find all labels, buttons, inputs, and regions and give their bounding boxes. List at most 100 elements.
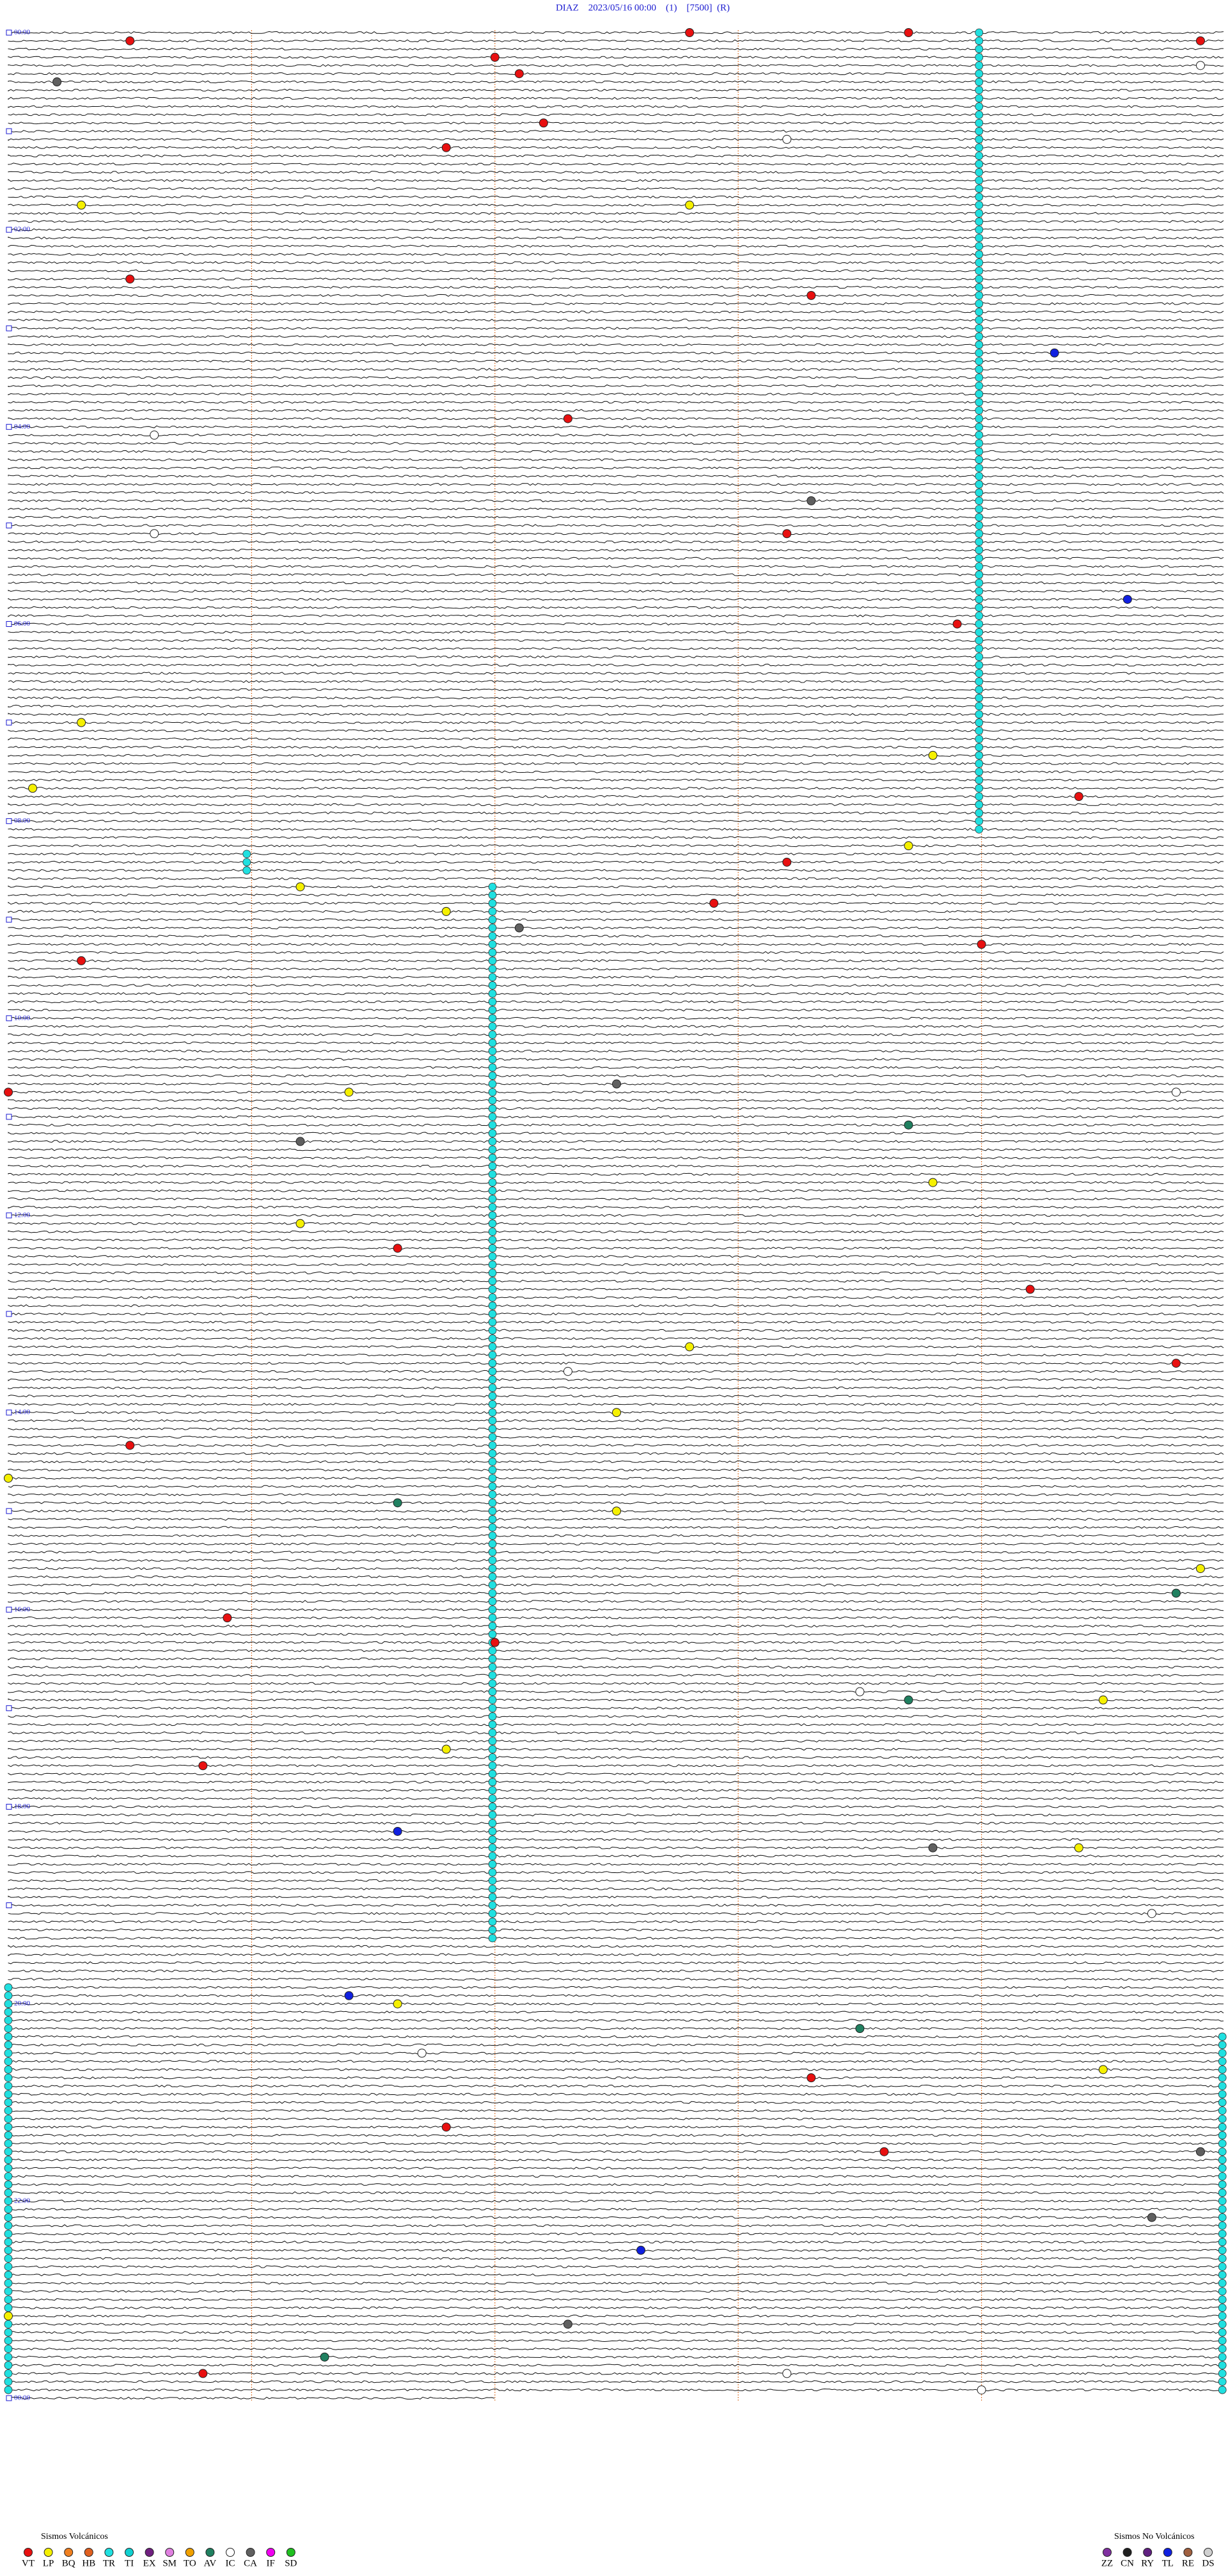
tremor-marker [488, 1761, 497, 1770]
trace [8, 1690, 1224, 1693]
trace [8, 631, 1224, 634]
event-marker [612, 1506, 621, 1516]
half-marker [6, 325, 12, 331]
trace [8, 253, 1224, 256]
tremor-marker [975, 751, 984, 760]
trace [8, 1173, 1224, 1176]
trace [8, 2068, 1224, 2071]
tremor-marker [1218, 2377, 1227, 2386]
trace [8, 269, 1224, 273]
event-marker [563, 1366, 572, 1376]
trace [8, 844, 1224, 848]
trace [8, 877, 1224, 880]
trace [8, 1682, 1224, 1686]
trace [8, 2174, 1224, 2178]
trace [8, 1600, 1224, 1603]
hour-label: 22:00 [14, 2197, 31, 2204]
trace [8, 178, 1224, 182]
trace [8, 540, 1224, 544]
event-marker [685, 1342, 695, 1352]
tremor-marker [488, 1925, 497, 1934]
tremor-marker [488, 1014, 497, 1023]
trace [8, 1329, 1224, 1332]
tremor-marker [975, 644, 984, 653]
trace [8, 1000, 1224, 1004]
tremor-marker [975, 250, 984, 259]
trace [8, 573, 1224, 576]
legend-label: SD [285, 2558, 297, 2568]
legend-label: RE [1182, 2558, 1194, 2568]
tremor-marker [488, 1893, 497, 1902]
tremor-marker [488, 1613, 497, 1622]
event-marker [1195, 36, 1205, 45]
trace [8, 154, 1224, 157]
tremor-marker [975, 809, 984, 818]
tremor-marker [4, 2319, 13, 2328]
tremor-marker [975, 652, 984, 661]
hour-label: 18:00 [14, 1803, 31, 1810]
hour-marker [6, 818, 12, 825]
trace [8, 721, 1224, 724]
tremor-marker [488, 924, 497, 932]
trace [8, 1986, 1224, 1989]
event-marker [490, 52, 500, 62]
trace [8, 1871, 1224, 1874]
tremor-marker [4, 2156, 13, 2164]
tremor-marker [975, 562, 984, 571]
event-marker [563, 414, 572, 423]
tremor-marker [488, 973, 497, 981]
trace [8, 1928, 1224, 1932]
trace [8, 409, 1224, 412]
trace [8, 1156, 1224, 1160]
tremor-marker [4, 2000, 13, 2009]
hour-label: 04:00 [14, 423, 31, 431]
legend-label: IC [226, 2558, 235, 2568]
tremor-marker [488, 1211, 497, 1220]
trace [8, 696, 1224, 700]
tremor-marker [4, 2328, 13, 2337]
tremor-marker [488, 1408, 497, 1417]
trace [8, 2076, 1224, 2080]
legend-label: LP [43, 2558, 54, 2568]
tremor-marker [975, 612, 984, 620]
legend-label: TI [125, 2558, 134, 2568]
tremor-marker [488, 948, 497, 957]
event-marker [77, 200, 86, 210]
tremor-marker [1218, 2147, 1227, 2156]
tremor-marker [488, 1309, 497, 1318]
legend-label: IF [267, 2558, 275, 2568]
event-marker [782, 529, 792, 539]
trace [8, 2002, 1224, 2005]
event-marker [904, 28, 913, 37]
trace [8, 1050, 1224, 1053]
tremor-marker [975, 233, 984, 242]
tremor-marker [975, 415, 984, 423]
trace [8, 2208, 1224, 2211]
legend-title: Sismos No Volcánicos [1114, 2532, 1195, 2541]
event-marker [612, 1079, 621, 1089]
event-marker [1171, 1588, 1181, 1598]
trace [8, 236, 1224, 240]
tremor-marker [1218, 2122, 1227, 2131]
tremor-marker [975, 455, 984, 464]
tremor-marker [975, 710, 984, 719]
event-marker [198, 1761, 208, 1771]
trace [8, 918, 1224, 921]
tremor-marker [488, 1490, 497, 1499]
tremor-marker [4, 2098, 13, 2107]
tremor-marker [488, 1285, 497, 1293]
event-marker [879, 2147, 889, 2156]
tremor-marker [975, 390, 984, 399]
trace [8, 532, 1224, 535]
half-marker [6, 522, 12, 528]
event-marker [1098, 2065, 1108, 2074]
event-marker [928, 750, 938, 760]
tremor-marker [488, 1219, 497, 1228]
tremor-marker [975, 661, 984, 670]
legend-label: TL [1162, 2558, 1174, 2568]
tremor-marker [975, 759, 984, 768]
trace [8, 1977, 1224, 1981]
tremor-marker [4, 2139, 13, 2148]
tremor-marker [975, 193, 984, 201]
tremor-marker [488, 1038, 497, 1047]
